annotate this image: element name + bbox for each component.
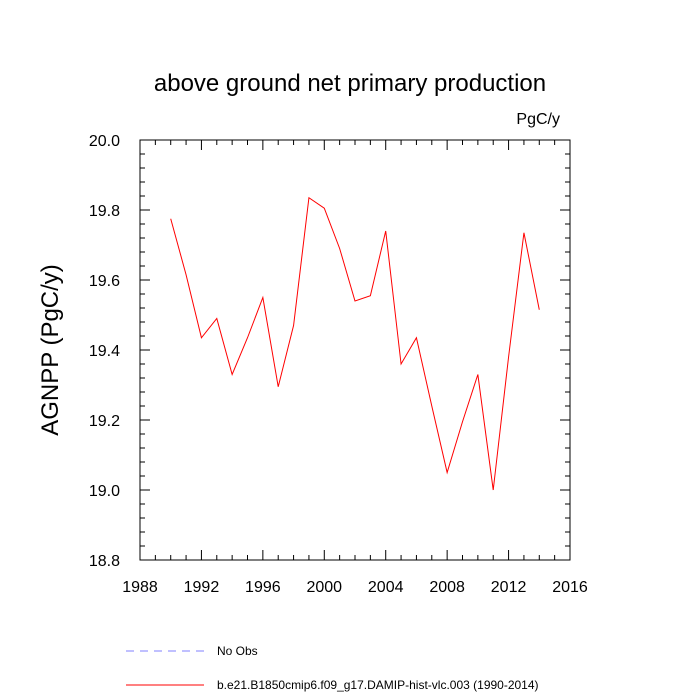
x-tick-label: 2004 (368, 579, 404, 596)
x-tick-label: 1988 (122, 579, 158, 596)
data-series (170, 196, 540, 491)
y-tick-label: 20.0 (89, 133, 120, 150)
x-tick-label: 2016 (552, 579, 588, 596)
y-tick-label: 18.8 (89, 553, 120, 570)
x-tick-label: 2008 (429, 579, 465, 596)
x-tick-label: 2012 (491, 579, 527, 596)
y-axis-label: AGNPP (PgC/y) (37, 264, 64, 436)
x-tick-label: 1996 (245, 579, 281, 596)
legend: No Obs b.e21.B1850cmip6.f09_g17.DAMIP-his… (126, 644, 539, 692)
y-tick-label: 19.8 (89, 203, 120, 220)
x-tick-label: 2000 (306, 579, 342, 596)
chart-title: above ground net primary production (154, 70, 546, 97)
y-tick-label: 19.4 (89, 343, 120, 360)
y-tick-label: 19.2 (89, 413, 120, 430)
axis-tick-labels: 1988 1992 1996 2000 2004 2008 2012 2016 18.8 19.0… (89, 133, 588, 596)
units-label: PgC/y (516, 111, 560, 128)
series-line-0 (170, 196, 540, 491)
y-tick-label: 19.6 (89, 273, 120, 290)
y-tick-label: 19.0 (89, 483, 120, 500)
plot-frame (139, 139, 571, 561)
axis-ticks (139, 139, 571, 561)
x-tick-label: 1992 (184, 579, 220, 596)
legend-label-1: No Obs (217, 644, 258, 658)
legend-label-0: b.e21.B1850cmip6.f09_g17.DAMIP-hist-vlc.… (217, 678, 539, 692)
